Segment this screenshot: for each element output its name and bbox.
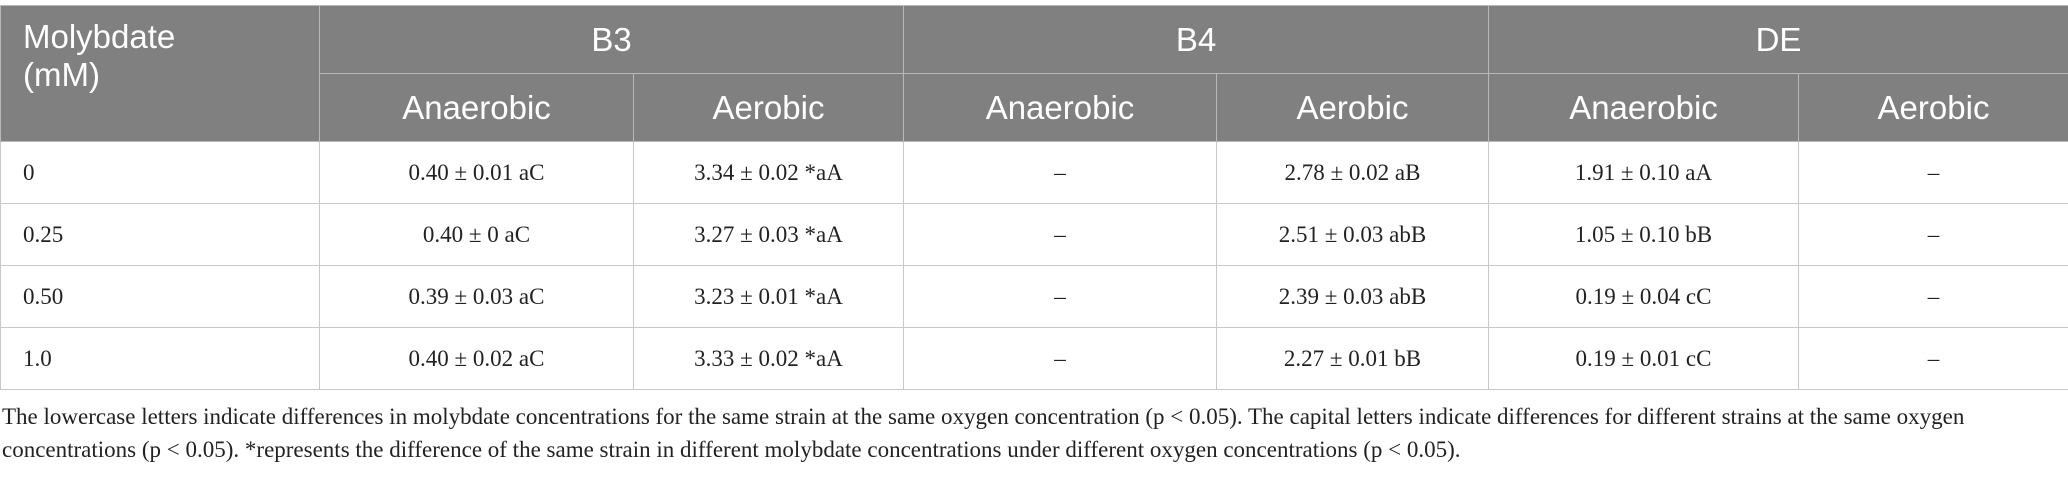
subheader: Aerobic xyxy=(1216,73,1489,142)
table-head: Molybdate (mM) B3 B4 DE Anaerobic Aerobic An… xyxy=(0,5,2068,142)
cell: – xyxy=(903,265,1217,328)
cell: 3.33 ± 0.02 *aA xyxy=(633,327,904,390)
cell: 0.40 ± 0 aC xyxy=(319,203,634,266)
cell: 1.05 ± 0.10 bB xyxy=(1488,203,1799,266)
cell: 3.34 ± 0.02 *aA xyxy=(633,141,904,204)
cell: 1.91 ± 0.10 aA xyxy=(1488,141,1799,204)
subheader: Anaerobic xyxy=(1488,73,1799,142)
subheader: Aerobic xyxy=(633,73,904,142)
cell: 2.78 ± 0.02 aB xyxy=(1216,141,1489,204)
data-row: 1.0 0.40 ± 0.02 aC 3.33 ± 0.02 *aA –2.27 ± … xyxy=(0,327,2068,390)
cell: – xyxy=(903,327,1217,390)
row-label: 0.25 xyxy=(0,203,320,266)
footnote: The lowercase letters indicate differenc… xyxy=(2,404,1965,462)
cell: – xyxy=(1798,203,2068,266)
group-header: DE xyxy=(1488,5,2068,74)
cell: 2.39 ± 0.03 abB xyxy=(1216,265,1489,328)
group-header: B4 xyxy=(903,5,1489,74)
cell: 0.39 ± 0.03 aC xyxy=(319,265,634,328)
subheader: Anaerobic xyxy=(903,73,1217,142)
table-body: 0 0.40 ± 0.01 aC 3.34 ± 0.02 *aA –2.78 ± 0.… xyxy=(0,141,2068,390)
cell: 0.19 ± 0.01 cC xyxy=(1488,327,1799,390)
cell: 0.40 ± 0.02 aC xyxy=(319,327,634,390)
subheader: Anaerobic xyxy=(319,73,634,142)
cell: 3.23 ± 0.01 *aA xyxy=(633,265,904,328)
header-row: Molybdate (mM) B3 B4 DE xyxy=(0,5,2068,142)
cell: – xyxy=(1798,327,2068,390)
cell: 2.51 ± 0.03 abB xyxy=(1216,203,1489,266)
subheader: Aerobic xyxy=(1798,73,2068,142)
data-row: 0 0.40 ± 0.01 aC 3.34 ± 0.02 *aA –2.78 ± 0.… xyxy=(0,141,2068,204)
cell: – xyxy=(1798,141,2068,204)
data-row: 0.25 0.40 ± 0 aC 3.27 ± 0.03 *aA –2.51 ± 0.… xyxy=(0,203,2068,266)
cell: 0.19 ± 0.04 cC xyxy=(1488,265,1799,328)
cell: – xyxy=(903,203,1217,266)
corner-text: Molybdate (mM) xyxy=(23,18,176,93)
subheader-row: Anaerobic Aerobic Anaerobic Aerobic Anaerobi… xyxy=(1,73,2068,142)
table: Molybdate (mM) B3 B4 DE Anaerobic Aerobic An… xyxy=(0,5,2068,390)
table-wrap: Molybdate (mM) B3 B4 DE Anaerobic Aerobic An… xyxy=(0,5,2068,390)
corner-header: Molybdate (mM) xyxy=(0,5,320,142)
data-row: 0.50 0.39 ± 0.03 aC 3.23 ± 0.01 *aA –2.39 ±… xyxy=(0,265,2068,328)
row-label: 0.50 xyxy=(0,265,320,328)
cell: 2.27 ± 0.01 bB xyxy=(1216,327,1489,390)
cell: – xyxy=(903,141,1217,204)
row-label: 1.0 xyxy=(0,327,320,390)
cell: – xyxy=(1798,265,2068,328)
row-label: 0 xyxy=(0,141,320,204)
cell: 3.27 ± 0.03 *aA xyxy=(633,203,904,266)
cell: 0.40 ± 0.01 aC xyxy=(319,141,634,204)
group-header: B3 xyxy=(319,5,904,74)
